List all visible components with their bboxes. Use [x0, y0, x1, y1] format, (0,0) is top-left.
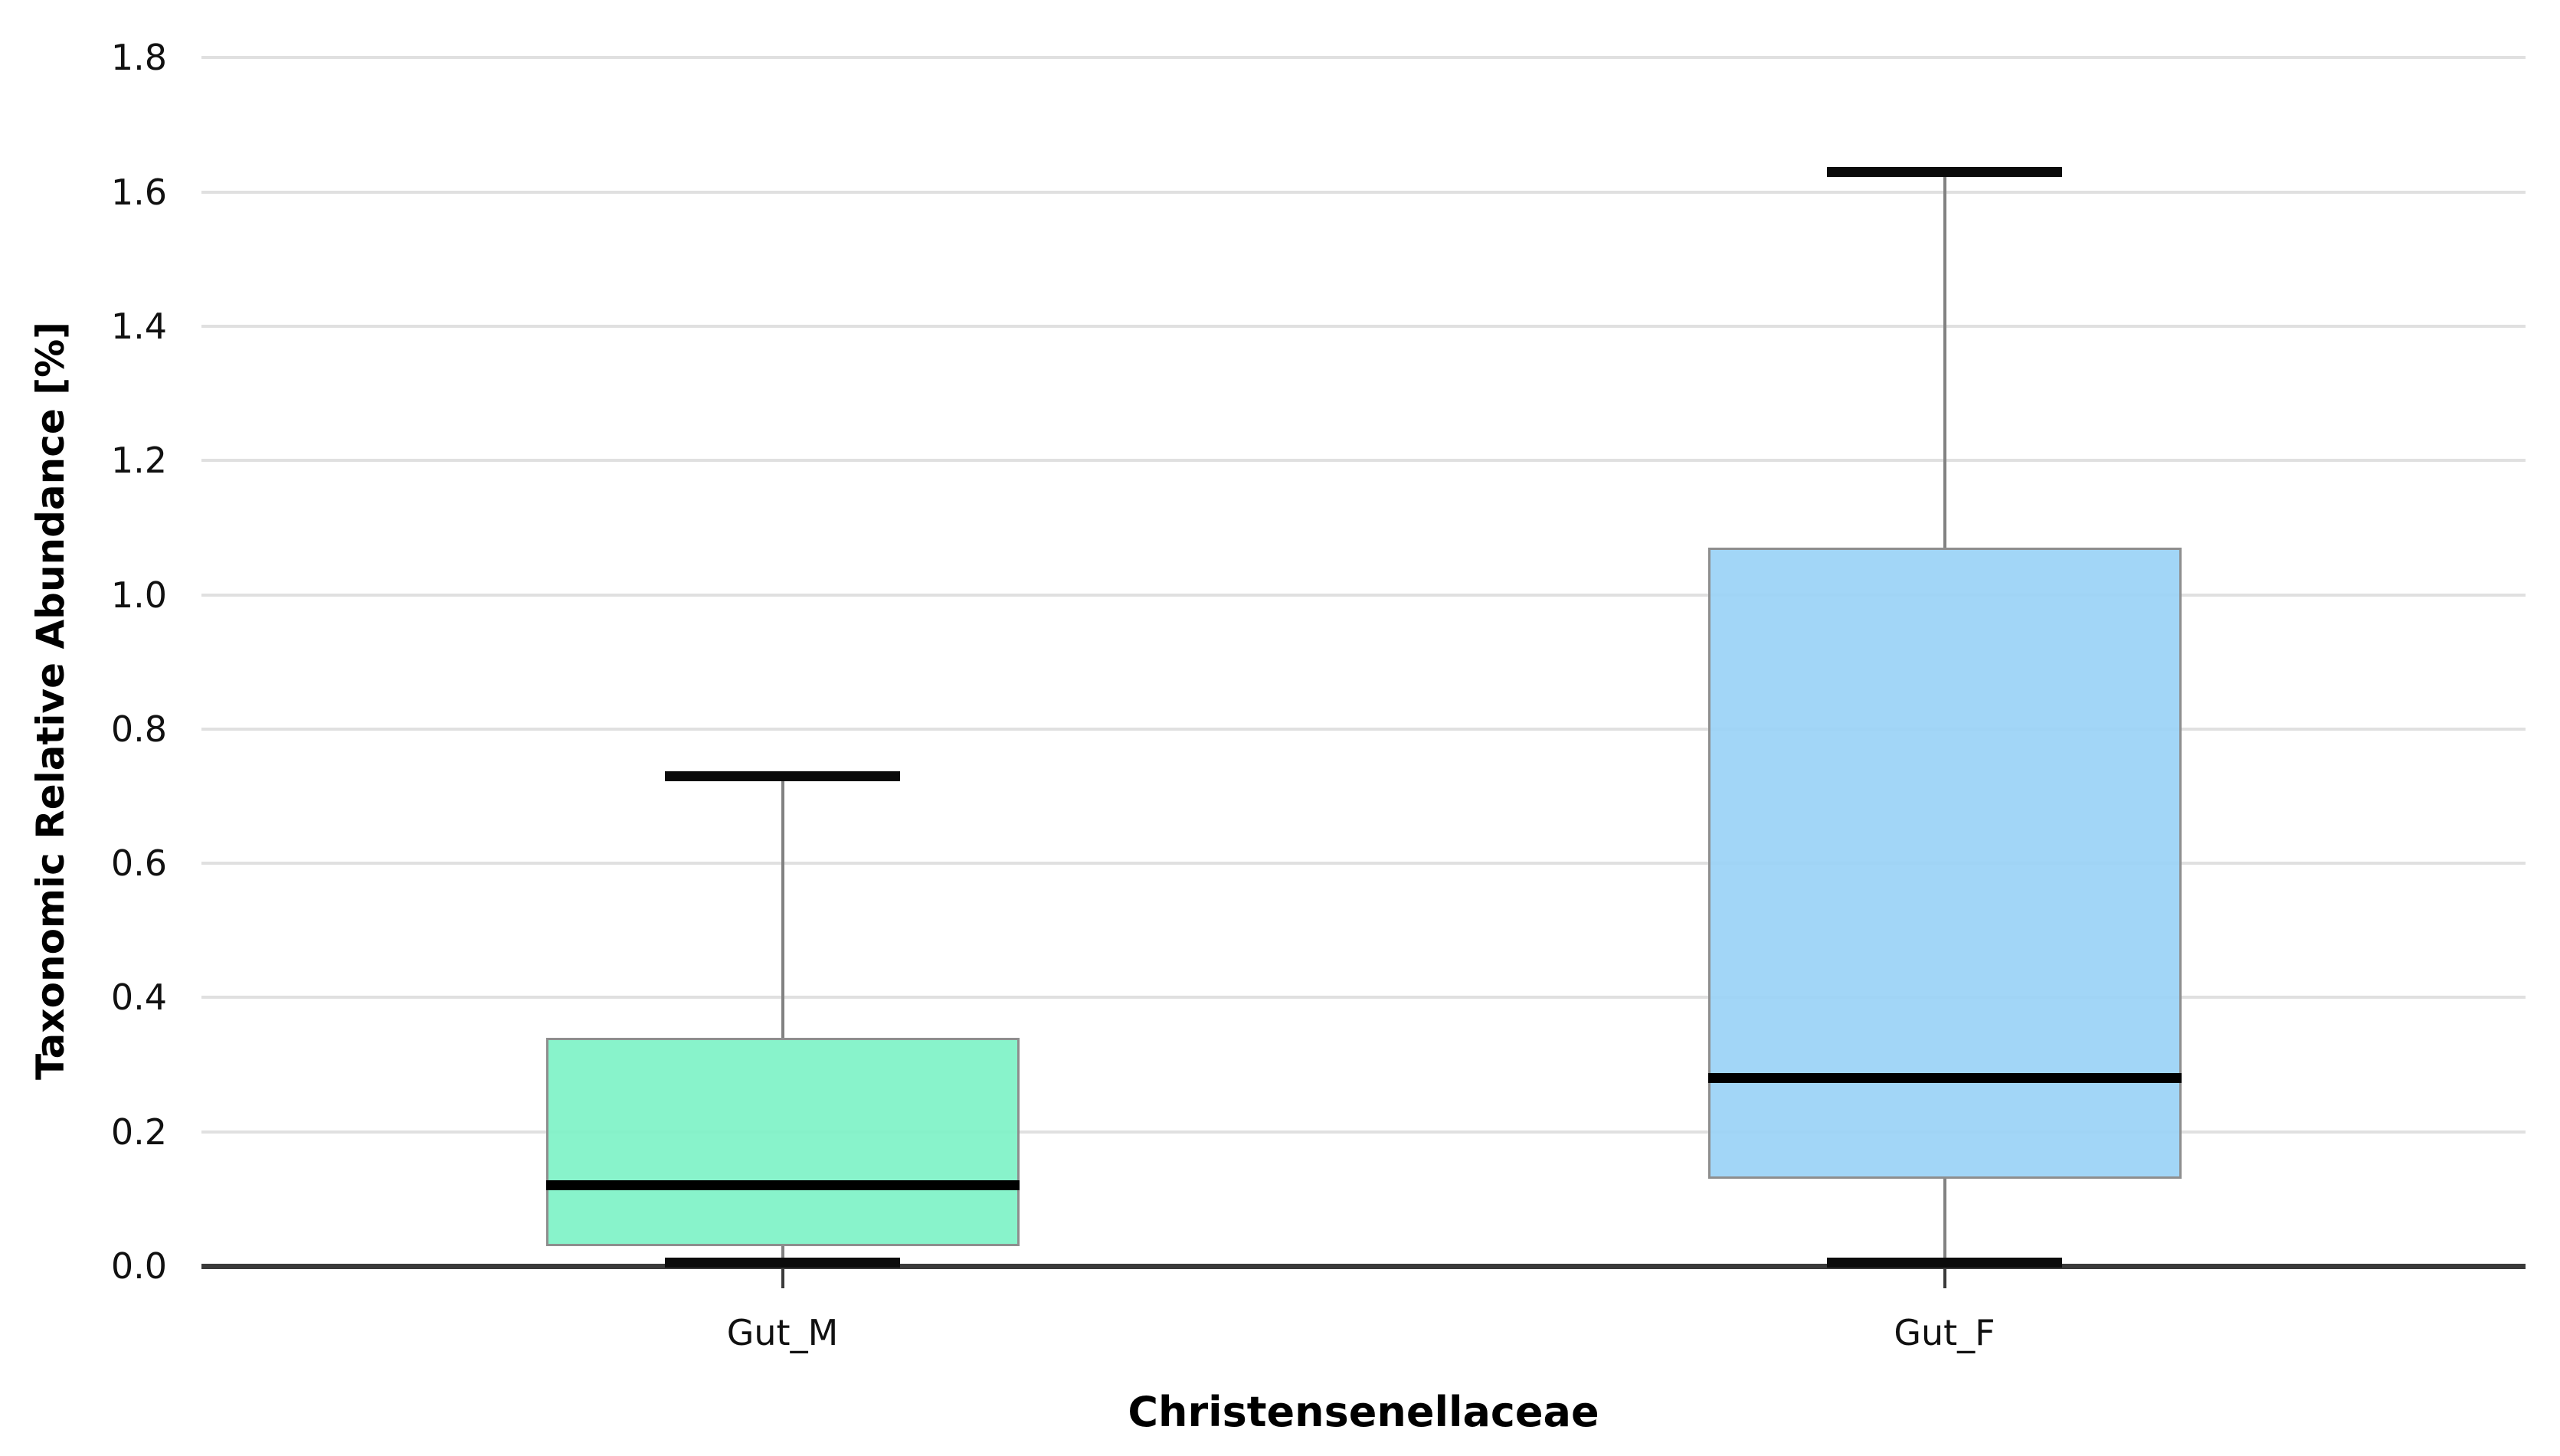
y-gridline	[201, 593, 2526, 597]
box-gut_f	[1707, 548, 2182, 1180]
y-tick-label: 0.4	[110, 977, 167, 1019]
x-axis-baseline	[201, 1263, 2526, 1269]
upper-whisker-gut_f	[1943, 172, 1946, 548]
y-gridline	[201, 996, 2526, 1000]
x-tick-label-gut_m: Gut_M	[726, 1312, 839, 1353]
x-tickmark-gut_m	[781, 1268, 784, 1288]
min-cap-gut_m	[665, 1258, 900, 1268]
y-tick-label: 0.6	[110, 843, 167, 885]
y-gridline	[201, 862, 2526, 865]
max-cap-gut_m	[665, 771, 900, 781]
y-gridline	[201, 324, 2526, 328]
y-gridline	[201, 190, 2526, 194]
min-cap-gut_f	[1827, 1258, 2062, 1268]
lower-whisker-gut_f	[1943, 1179, 1946, 1263]
max-cap-gut_f	[1827, 166, 2062, 177]
y-tick-label: 1.0	[110, 574, 167, 616]
y-tick-label: 1.8	[110, 37, 167, 79]
x-tick-label-gut_f: Gut_F	[1894, 1312, 1995, 1353]
median-line-gut_m	[545, 1180, 1020, 1191]
y-gridline	[201, 727, 2526, 731]
x-axis-title: Christensenellaceae	[1128, 1388, 1599, 1436]
upper-whisker-gut_m	[781, 776, 784, 1038]
y-tick-label: 1.6	[110, 171, 167, 213]
x-tickmark-gut_f	[1943, 1268, 1946, 1288]
lower-whisker-gut_m	[781, 1245, 784, 1263]
y-tick-label: 0.2	[110, 1111, 167, 1153]
y-tick-label: 0.0	[110, 1245, 167, 1287]
y-gridline	[201, 459, 2526, 463]
y-tick-label: 1.2	[110, 440, 167, 482]
box-gut_m	[545, 1037, 1020, 1246]
y-axis-title: Taxonomic Relative Abundance [%]	[28, 321, 73, 1081]
median-line-gut_f	[1707, 1073, 2182, 1084]
y-tick-label: 0.8	[110, 708, 167, 750]
y-gridline	[201, 1130, 2526, 1134]
y-tick-label: 1.4	[110, 305, 167, 347]
y-gridline	[201, 56, 2526, 60]
